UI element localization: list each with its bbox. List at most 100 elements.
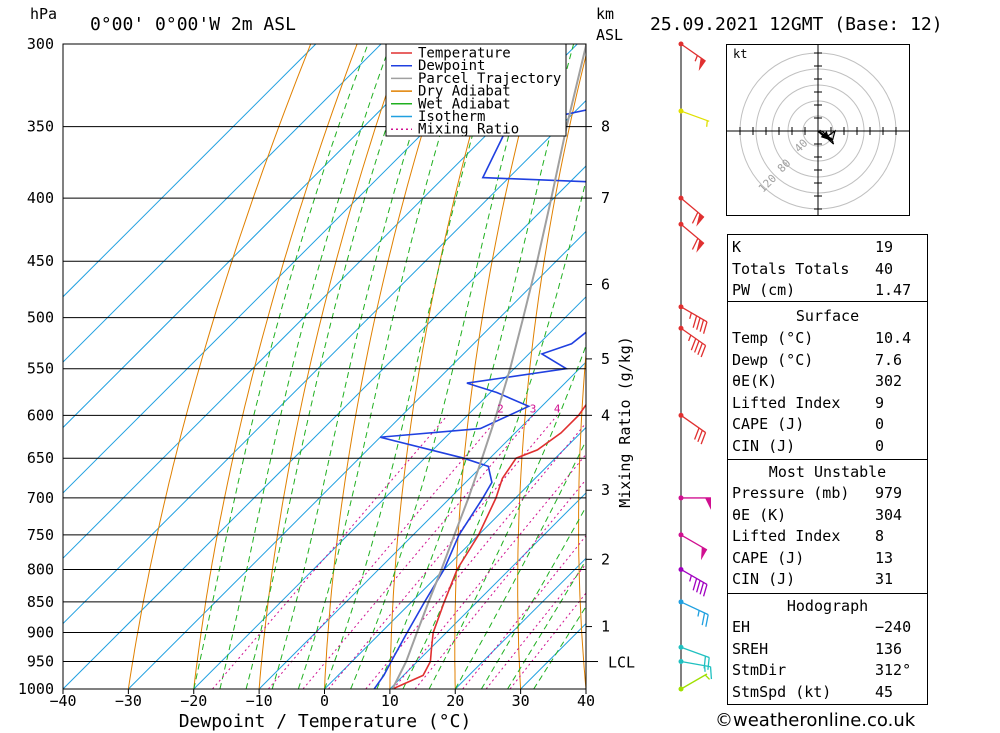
wind-barb-staff	[680, 414, 706, 434]
wind-barb-staff	[680, 660, 711, 668]
wind-barb-staff	[680, 306, 708, 323]
mixing-ratio-value-label: 3	[530, 402, 537, 415]
km-tick-label: 8	[601, 118, 610, 136]
legend-label: Temperature	[418, 46, 511, 62]
surface-value: 0	[875, 415, 885, 434]
wind-barb-half-feather	[697, 610, 700, 617]
wet-adiabat-line	[245, 44, 415, 689]
most-unstable-key: Lifted Index	[732, 527, 841, 546]
wind-barb-feather	[703, 656, 707, 669]
dry-adiabat-line	[193, 44, 358, 689]
wind-barb-staff	[680, 223, 705, 245]
hpa-unit-label: hPa	[30, 5, 57, 23]
most-unstable-key: CAPE (J)	[732, 548, 805, 567]
hodograph-table-panel: Hodograph EH −240 SREH 136 StmDir 312° StmSpd …	[727, 593, 928, 705]
wind-barb-flag	[696, 239, 704, 253]
hodograph-table-value: 45	[875, 682, 894, 701]
hodograph-table-key: EH	[732, 618, 751, 636]
km-tick-label: 6	[601, 276, 610, 294]
x-tick-label: 20	[446, 692, 464, 710]
legend-box	[385, 43, 567, 137]
most-unstable-row: CAPE (J) 13	[732, 548, 923, 569]
surface-row: Dewp (°C) 7.6	[732, 350, 923, 371]
wind-barb	[678, 673, 711, 692]
wind-barb	[678, 495, 711, 510]
isotherm-line	[389, 492, 586, 689]
isotherm-line	[128, 230, 586, 689]
wind-barb-flag	[700, 546, 707, 561]
wind-barb	[678, 195, 705, 227]
mixing-ratio-line	[212, 414, 448, 689]
mixing-ratio-line	[365, 422, 586, 689]
hodograph-ring-label: 40	[792, 137, 811, 156]
x-tick-label: 30	[512, 692, 530, 710]
isotherm-line	[454, 557, 586, 689]
pressure-tick-label: 950	[27, 653, 54, 671]
wind-barb-feather	[693, 340, 700, 353]
km-tick-label: 5	[601, 350, 610, 368]
isotherm-line	[63, 165, 586, 689]
wet-adiabat-line	[376, 44, 575, 689]
x-tick-label: 0	[320, 692, 329, 710]
hodograph-table-row: StmSpd (kt) 45	[732, 682, 923, 703]
most-unstable-key: Pressure (mb)	[732, 484, 850, 502]
most-unstable-row: Lifted Index 8	[732, 526, 923, 547]
wind-barb-feather	[697, 430, 703, 443]
wind-barb-staff	[680, 197, 705, 218]
wind-barb-half-feather	[704, 674, 711, 680]
legend-label: Isotherm	[418, 109, 485, 125]
wind-barb	[678, 325, 707, 358]
pressure-tick-label: 850	[27, 593, 54, 611]
wind-barb	[678, 532, 708, 561]
pressure-tick-label: 700	[27, 489, 54, 507]
wind-barb-feather	[696, 317, 701, 330]
wind-barb-staff	[680, 534, 708, 551]
legend-label: Dry Adiabat	[418, 84, 511, 100]
hodograph-unit-label: kt	[733, 47, 747, 61]
wind-barb-feather	[702, 584, 708, 597]
surface-row: Lifted Index 9	[732, 393, 923, 414]
wind-barb-feather	[690, 338, 697, 351]
wind-barb-feather	[705, 614, 709, 627]
wind-barb-staff	[680, 601, 709, 616]
wet-adiabat-line	[428, 344, 586, 689]
pressure-tick-label: 300	[27, 35, 54, 53]
wet-adiabat-line	[454, 439, 586, 689]
wind-barb-feather	[709, 666, 713, 680]
surface-row: θE(K) 302	[732, 371, 923, 392]
temperature-profile-line	[392, 403, 586, 689]
credit-link[interactable]: ©weatheronline.co.uk	[715, 710, 916, 731]
wind-barb-staff	[680, 110, 710, 122]
km-tick-label: 2	[601, 550, 610, 568]
wet-adiabat-line	[271, 44, 441, 689]
pressure-tick-label: 450	[27, 252, 54, 270]
wind-barb-feather	[701, 612, 706, 626]
pressure-tick-label: 650	[27, 449, 54, 467]
pressure-tick-label: 1000	[18, 680, 54, 698]
wind-barb-flag	[705, 497, 711, 510]
x-tick-label: −20	[180, 692, 207, 710]
isotherm-line	[63, 44, 513, 494]
mixing-ratio-line	[392, 453, 586, 689]
dry-adiabat-line	[695, 44, 728, 689]
wind-barb-feather	[699, 319, 705, 332]
most-unstable-row: CIN (J) 31	[732, 569, 923, 590]
hodograph-table-title: Hodograph	[786, 597, 869, 615]
storm-motion-arrowhead	[820, 131, 830, 141]
pressure-tick-label: 800	[27, 561, 54, 579]
x-axis-label: Dewpoint / Temperature (°C)	[179, 711, 472, 732]
most-unstable-row: Pressure (mb) 979	[732, 483, 923, 504]
wind-barb-staff	[680, 43, 706, 62]
wind-barb	[678, 644, 710, 670]
x-tick-label: −30	[115, 692, 142, 710]
wind-barb-feather	[699, 582, 705, 595]
wet-adiabat-line	[350, 44, 535, 689]
indices-key: K	[732, 238, 742, 256]
isotherm-line	[63, 44, 317, 298]
wind-barb-half-feather	[689, 312, 693, 319]
hodograph-ring-label: 120	[756, 172, 779, 195]
pressure-tick-label: 500	[27, 309, 54, 327]
wind-barb-half-feather	[694, 55, 698, 62]
